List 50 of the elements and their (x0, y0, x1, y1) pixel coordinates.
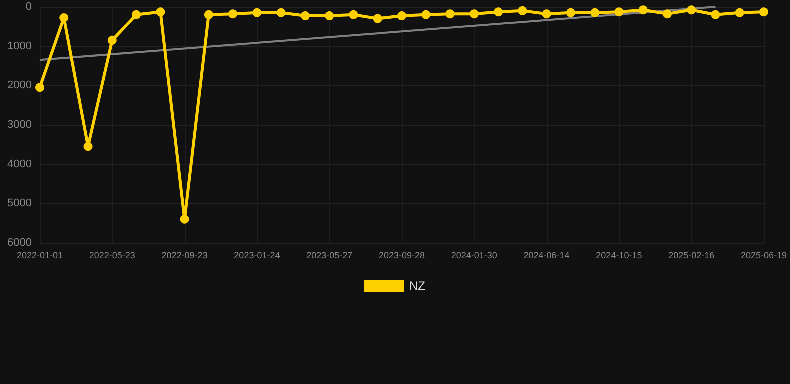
point (542, 10, 552, 19)
y-tick-label: 0 (26, 1, 32, 13)
x-tick-label: 2024-06-14 (524, 250, 570, 260)
point (156, 8, 166, 17)
point (614, 8, 624, 17)
point (662, 10, 672, 19)
point (108, 36, 117, 45)
point (325, 12, 334, 21)
legend-label: NZ (410, 279, 426, 293)
point (204, 10, 214, 20)
point (276, 8, 286, 18)
y-tick-label: 6000 (8, 237, 32, 249)
point (494, 8, 504, 17)
point (36, 83, 44, 92)
point (759, 8, 768, 17)
point (470, 10, 479, 19)
point (398, 12, 406, 21)
point (735, 8, 744, 18)
point (180, 214, 190, 224)
point (300, 12, 310, 21)
point (252, 8, 262, 18)
point (349, 10, 358, 20)
point (422, 10, 431, 20)
point (228, 10, 238, 19)
point (446, 10, 455, 19)
x-tick-label: 2023-01-24 (234, 250, 280, 260)
point (84, 142, 93, 152)
y-tick-label: 5000 (8, 198, 32, 210)
x-tick-label: 2024-01-30 (451, 250, 498, 260)
point (687, 6, 696, 15)
x-tick-label: 2023-09-28 (378, 250, 426, 260)
y-tick-label: 2000 (8, 80, 32, 92)
y-tick-label: 3000 (8, 119, 32, 131)
point (132, 10, 142, 20)
x-tick-label: 2025-02-16 (668, 250, 715, 260)
point (566, 8, 576, 18)
x-tick-label: 2025-06-19 (740, 250, 788, 260)
point (711, 10, 720, 20)
x-tick-label: 2023-05-27 (306, 250, 353, 260)
point (373, 14, 382, 24)
point (518, 6, 528, 16)
x-tick-label: 2024-10-15 (596, 250, 642, 260)
x-tick-label: 2022-09-23 (162, 250, 208, 260)
y-tick-label: 4000 (8, 158, 32, 170)
y-tick-label: 1000 (8, 40, 32, 52)
x-tick-label: 2022-05-23 (89, 250, 136, 260)
point (60, 14, 69, 23)
x-tick-label: 2022-01-01 (16, 250, 64, 260)
point (638, 6, 648, 15)
point (590, 8, 600, 18)
